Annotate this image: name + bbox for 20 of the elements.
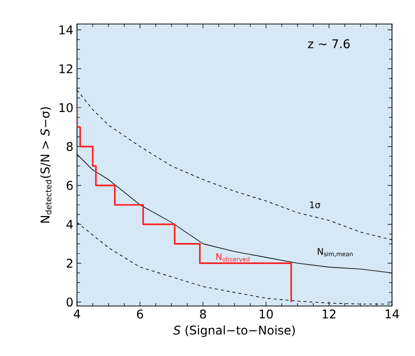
x-tick-label: 4: [74, 310, 80, 318]
y-tick-label: 2: [66, 258, 72, 268]
y-tick-label: 4: [66, 220, 73, 229]
y-tick-label: 14: [60, 25, 73, 34]
x-axis-title: S (Signal−to−Noise): [173, 325, 295, 337]
x-tick-label: 10: [260, 310, 273, 319]
x-tick-label: 6: [137, 310, 144, 319]
series-label: N$_{observed}$: [216, 253, 250, 262]
y-tick-label: 10: [60, 103, 73, 112]
series-label: 1σ: [310, 202, 320, 208]
y-tick-label: 8: [66, 142, 73, 152]
series-label: N$_{sim,mean}$: [318, 248, 353, 257]
x-tick-label: 12: [322, 310, 336, 318]
y-tick-label: 0: [66, 298, 73, 307]
x-tick-label: 8: [200, 310, 206, 319]
y-axis-title: N$_{detected}$(S/N > S−σ): [40, 107, 52, 223]
y-tick-label: 12: [60, 64, 72, 74]
annotation: z ∼ 7.6: [308, 39, 350, 48]
y-tick-label: 6: [66, 180, 73, 190]
x-tick-label: 14: [386, 310, 399, 318]
